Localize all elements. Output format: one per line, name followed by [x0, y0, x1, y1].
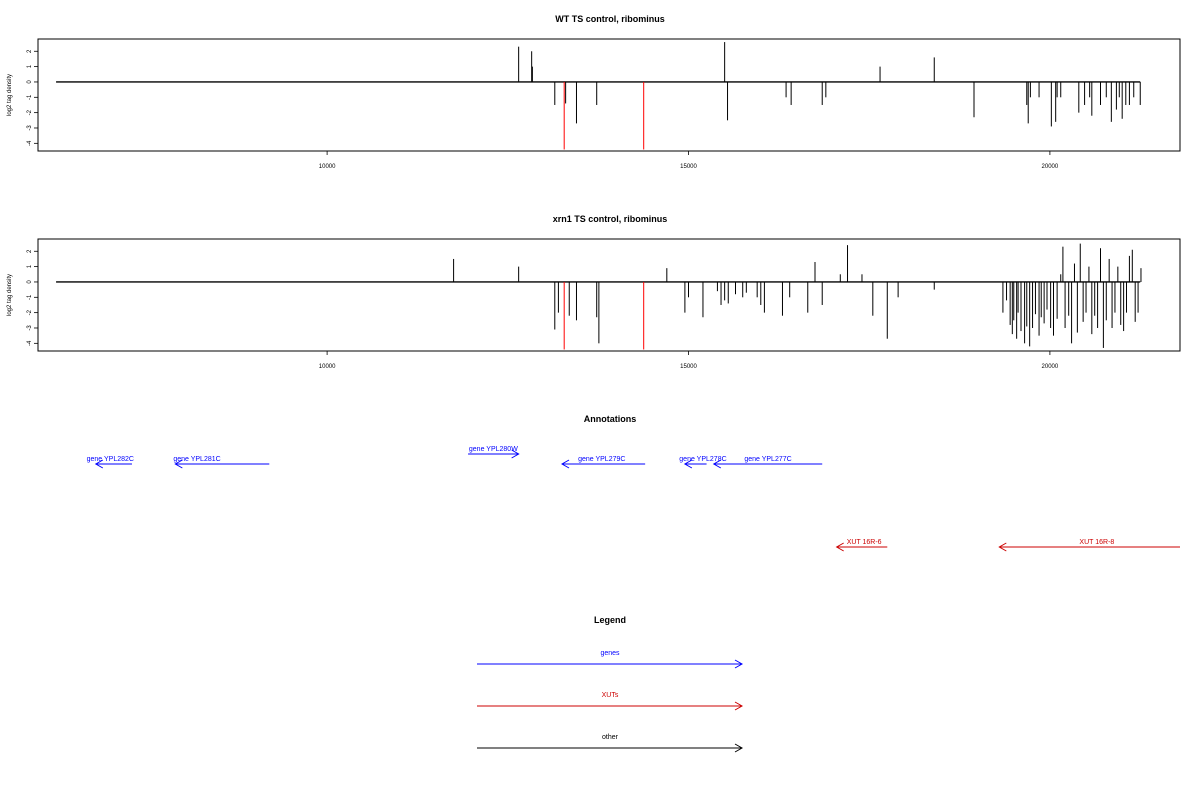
annotation-arrow-head: [94, 459, 104, 469]
annotation-label: gene YPL279C: [578, 456, 625, 463]
legend-item: other: [477, 734, 744, 753]
y-tick-label: 2: [27, 249, 33, 253]
panel-title: xrn1 TS control, ribominus: [553, 214, 668, 224]
annotation-label: gene YPL282C: [87, 456, 134, 463]
annotation-label: XUT 16R-6: [847, 539, 882, 546]
y-tick-label: -1: [27, 94, 33, 100]
x-axis: 10000 15000 20000: [319, 351, 1059, 370]
y-tick-label: -2: [27, 109, 33, 115]
annotation-feature[interactable]: XUT 16R-8: [998, 539, 1180, 552]
plot-frame: [37, 38, 1181, 152]
x-tick-label: 10000: [319, 164, 336, 170]
plot-frame: [37, 238, 1181, 352]
legend-arrow-head: [734, 743, 744, 753]
legend-label: other: [602, 734, 619, 741]
x-tick-label: 20000: [1042, 164, 1059, 170]
wt-density-panel: WT TS control, ribominus log2 tag densit…: [7, 14, 1181, 170]
y-tick-label: 0: [27, 280, 33, 284]
annotation-feature[interactable]: gene YPL280W: [468, 446, 520, 459]
x-axis: 10000 15000 20000: [319, 151, 1059, 170]
y-tick-label: 2: [27, 49, 33, 53]
annotation-arrow-head: [511, 449, 520, 459]
y-tick-label: -2: [27, 309, 33, 315]
legend-label: XUTs: [602, 692, 619, 699]
annotation-feature[interactable]: XUT 16R-6: [835, 539, 888, 552]
legend-label: genes: [600, 650, 620, 657]
legend-arrow-head: [734, 701, 744, 711]
x-tick-label: 15000: [680, 364, 697, 370]
y-tick-label: -3: [27, 325, 33, 331]
annotation-arrow-head: [561, 459, 570, 469]
bars: [56, 42, 1141, 150]
y-tick-label: 1: [27, 64, 33, 68]
annotation-arrow-head: [998, 542, 1007, 552]
y-axis: 2 1 0 -1 -2 -3 -4: [27, 249, 38, 346]
annotation-arrow-head: [683, 459, 693, 469]
annotations-title: Annotations: [584, 414, 637, 424]
annotation-label: gene YPL280W: [469, 446, 518, 453]
y-axis-label: log2 tag density: [7, 74, 13, 116]
y-tick-label: -1: [27, 294, 33, 300]
legend-item: genes: [477, 650, 744, 669]
y-tick-label: 0: [27, 80, 33, 84]
annotation-feature[interactable]: gene YPL281C: [173, 456, 270, 469]
y-tick-label: -4: [27, 140, 33, 146]
annotation-arrow-head: [835, 542, 844, 552]
y-axis: 2 1 0 -1 -2 -3 -4: [27, 49, 38, 146]
y-tick-label: -4: [27, 340, 33, 346]
annotation-feature[interactable]: gene YPL278C: [679, 456, 727, 469]
x-tick-label: 15000: [680, 164, 697, 170]
panel-title: WT TS control, ribominus: [555, 14, 665, 24]
legend: Legend genes XUTs other: [477, 615, 744, 753]
y-tick-label: 1: [27, 264, 33, 268]
legend-items: genes XUTs other: [477, 650, 744, 753]
x-tick-label: 20000: [1042, 364, 1059, 370]
y-tick-label: -3: [27, 125, 33, 131]
legend-title: Legend: [594, 615, 626, 625]
xrn1-density-panel: xrn1 TS control, ribominus log2 tag dens…: [7, 214, 1181, 370]
annotation-label: gene YPL278C: [679, 456, 726, 463]
annotation-label: XUT 16R-8: [1079, 539, 1114, 546]
annotation-arrow-head: [174, 459, 183, 469]
annotation-feature[interactable]: gene YPL277C: [712, 456, 823, 469]
legend-arrow-head: [734, 659, 744, 669]
annotations-track: Annotations gene YPL282C gene YPL281Cgene…: [87, 414, 1180, 552]
annotation-feature[interactable]: gene YPL282C: [87, 456, 134, 469]
annotation-label: gene YPL277C: [744, 456, 791, 463]
annotation-arrows: gene YPL282C gene YPL281C gene YPL280W gene…: [87, 446, 1180, 552]
annotation-label: gene YPL281C: [173, 456, 220, 463]
annotation-feature[interactable]: gene YPL279C: [561, 456, 646, 469]
x-tick-label: 10000: [319, 364, 336, 370]
bars: [56, 243, 1142, 350]
annotation-arrow-head: [712, 459, 722, 469]
y-axis-label: log2 tag density: [7, 274, 13, 316]
legend-item: XUTs: [477, 692, 744, 711]
